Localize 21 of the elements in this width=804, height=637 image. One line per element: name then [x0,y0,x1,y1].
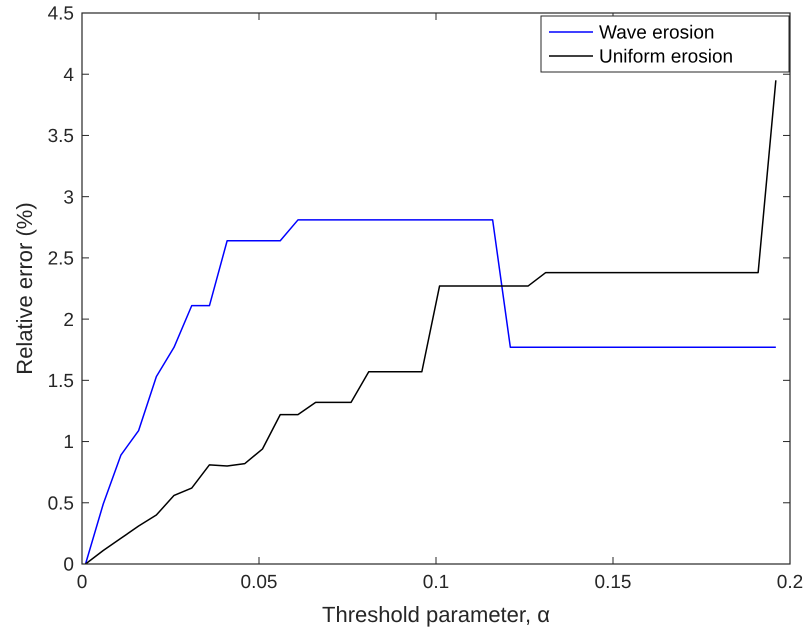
x-tick-label: 0 [76,572,88,593]
x-tick-label: 0.15 [594,572,632,593]
legend-label: Uniform erosion [599,46,734,68]
y-tick-label: 0.5 [48,493,74,514]
x-tick-label: 0.2 [776,572,804,593]
y-axis-title: Relative error (%) [12,202,37,375]
y-tick-label: 4.5 [48,4,74,25]
y-tick-label: 2 [63,310,74,331]
x-axis-title: Threshold parameter, α [322,602,550,627]
y-tick-label: 2.5 [48,248,74,270]
y-tick-label: 4 [63,64,74,86]
x-tick-label: 0.05 [240,572,278,593]
y-tick-label: 1 [63,432,74,454]
y-tick-label: 3.5 [48,126,74,148]
legend-label: Wave erosion [599,22,714,44]
line-series [84,80,777,564]
y-tick-label: 0 [63,554,74,576]
y-tick-label: 3 [63,187,74,208]
line-series [84,219,777,564]
x-tick-label: 0.1 [422,572,450,593]
y-tick-label: 1.5 [48,370,74,392]
